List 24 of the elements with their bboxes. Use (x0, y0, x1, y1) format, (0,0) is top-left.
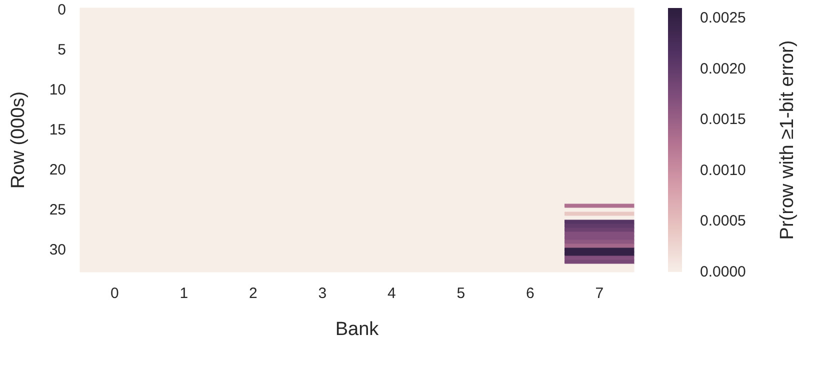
x-axis-title: Bank (335, 319, 380, 340)
x-tick-label: 1 (180, 285, 188, 302)
color-bar-label: 0.0010 (700, 162, 746, 179)
x-tick-label: 6 (526, 285, 534, 302)
color-bar-label: 0.0025 (700, 10, 746, 27)
x-tick-label: 4 (387, 285, 396, 302)
y-tick-label: 5 (58, 42, 66, 58)
x-tick-label: 7 (595, 285, 604, 302)
color-bar-label: 0.0005 (700, 212, 746, 230)
y-tick-label: 20 (49, 162, 66, 178)
color-bar-label: 0.0000 (700, 264, 746, 280)
y-tick-label: 25 (49, 202, 66, 218)
x-tick-label: 5 (456, 285, 466, 302)
y-axis-title: Row (000s) (8, 91, 29, 189)
y-tick-label: 15 (49, 122, 66, 138)
x-tick-label: 3 (318, 285, 327, 302)
y-tick-label: 0 (58, 2, 66, 18)
y-tick-label: 10 (49, 82, 66, 98)
color-bar-label: 0.0015 (700, 111, 746, 128)
x-tick-label: 2 (248, 285, 258, 302)
color-bar-title: Pr(row with ≥1-bit error) (777, 40, 798, 240)
x-tick-label: 0 (110, 285, 119, 302)
color-bar-label: 0.0020 (700, 60, 746, 78)
y-tick-label: 30 (49, 242, 66, 258)
